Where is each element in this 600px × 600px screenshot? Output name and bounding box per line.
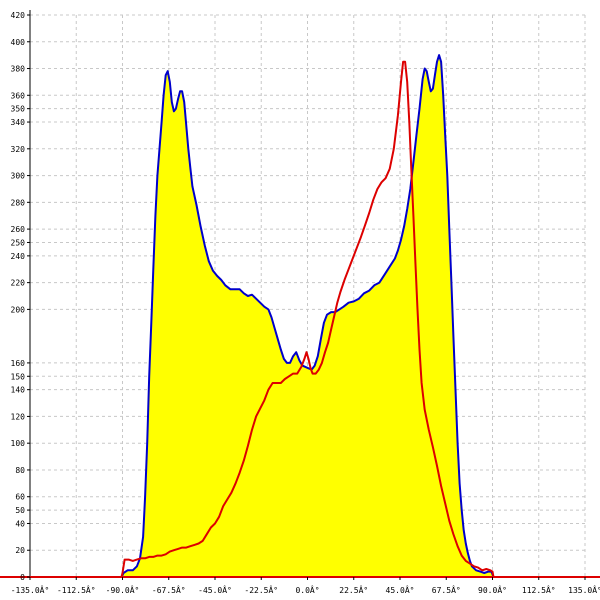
y-tick-label: 60 <box>15 493 25 502</box>
y-tick-label: 240 <box>11 252 26 261</box>
series-fills <box>30 55 585 578</box>
series-1-line <box>30 54 585 578</box>
x-tick-label: -22.5Â° <box>244 584 278 595</box>
y-tick-label: 80 <box>15 466 25 475</box>
y-tick-label: 420 <box>11 11 26 20</box>
series-lines <box>30 54 585 578</box>
y-tick-label: 260 <box>11 225 26 234</box>
y-tick-label: 0 <box>20 573 25 582</box>
x-tick-label: -67.5Â° <box>152 584 186 595</box>
x-tick-label: -135.0Â° <box>11 584 50 595</box>
x-tick-label: 67.5Â° <box>432 584 461 595</box>
x-tick-label: 45.0Â° <box>386 584 415 595</box>
y-tick-label: 300 <box>11 172 26 181</box>
x-tick-label: 22.5Â° <box>339 584 368 595</box>
y-tick-label: 120 <box>11 412 26 421</box>
y-tick-label: 250 <box>11 238 26 247</box>
y-tick-label: 100 <box>11 439 26 448</box>
x-tick-label: 90.0Â° <box>478 584 507 595</box>
y-tick-label: 280 <box>11 198 26 207</box>
y-tick-label: 40 <box>15 519 25 528</box>
y-tick-label: 150 <box>11 372 26 381</box>
y-tick-label: 380 <box>11 65 26 74</box>
y-tick-label: 340 <box>11 118 26 127</box>
series-2-line <box>30 60 585 578</box>
y-tick-label: 320 <box>11 145 26 154</box>
y-tick-label: 220 <box>11 279 26 288</box>
y-tick-label: 400 <box>11 38 26 47</box>
series-1-area <box>30 55 585 578</box>
y-tick-label: 20 <box>15 546 25 555</box>
x-tick-label: 135.0Â° <box>568 584 600 595</box>
x-tick-label: -112.5Â° <box>57 584 96 595</box>
y-tick-label: 160 <box>11 359 26 368</box>
axes <box>0 10 600 580</box>
y-tick-label: 50 <box>15 506 25 515</box>
x-tick-label: 0.0Â° <box>295 584 319 595</box>
x-tick-label: -90.0Â° <box>106 584 140 595</box>
y-tick-label: 140 <box>11 386 26 395</box>
y-tick-label: 350 <box>11 105 26 114</box>
x-tick-label: 112.5Â° <box>522 584 556 595</box>
y-tick-label: 360 <box>11 91 26 100</box>
tick-labels: 0 20 40 50 60 80 100 120 140 150 160 200 220 240 250 26… <box>11 11 600 595</box>
y-tick-label: 200 <box>11 305 26 314</box>
x-tick-label: -45.0Â° <box>198 584 232 595</box>
